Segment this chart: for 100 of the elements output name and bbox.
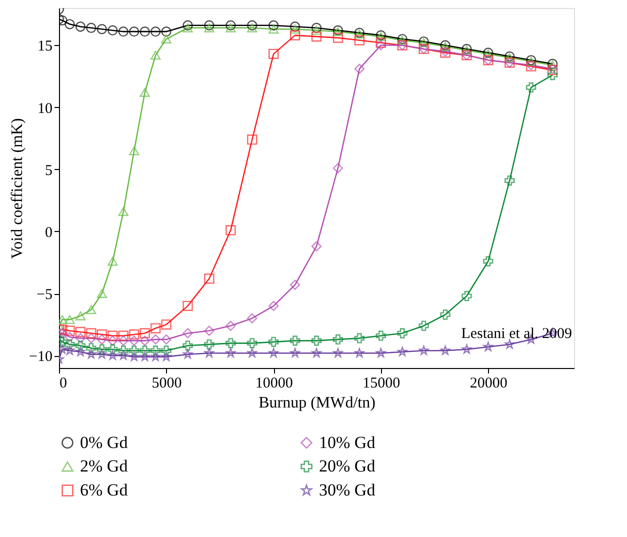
point [204,20,214,30]
point [418,346,429,355]
point [311,241,322,252]
y-tick-label: −10 [29,349,52,366]
point [86,333,96,344]
point [268,48,279,60]
point [161,319,172,330]
point [397,346,408,356]
point [150,26,161,37]
point [204,326,214,336]
point [118,350,128,360]
point [440,310,450,320]
point [290,24,300,34]
point [161,34,172,44]
point [64,332,75,342]
point [333,348,343,358]
point [118,336,128,346]
legend-label: 0% Gd [80,432,128,452]
point [75,22,86,32]
point [247,348,257,358]
point [312,348,322,358]
point [75,311,86,320]
point [182,328,193,338]
point [268,300,279,312]
point [161,334,172,345]
point [108,330,118,341]
x-tick-label: 10000 [255,376,293,392]
point [204,339,214,350]
point [226,348,236,358]
point [97,349,107,359]
point [354,64,364,74]
point [332,334,344,345]
point [268,336,279,348]
point [462,344,472,354]
legend-label: 10% Gd [319,432,376,452]
point [247,23,258,32]
point [129,26,140,37]
point [332,163,344,174]
x-tick-label: 15000 [362,376,400,392]
x-tick-label: 5000 [152,376,182,392]
legend-label: 30% Gd [319,480,376,500]
point [96,344,107,354]
point [182,340,193,351]
point [354,35,364,46]
point [150,352,160,362]
point [118,330,128,341]
point [268,24,279,34]
point [150,323,161,334]
point [182,23,193,32]
point [526,82,536,93]
point [182,349,193,359]
annotation: Lestani et al. 2009 [461,326,572,342]
point [376,348,386,358]
point [86,349,96,359]
point [376,330,386,341]
point [150,346,161,356]
point [311,26,322,35]
point [59,344,68,354]
point [504,339,514,349]
y-tick-label: −5 [36,287,52,304]
point [182,300,193,312]
point [268,20,279,30]
point [75,333,86,344]
point [354,333,364,344]
point [118,346,128,356]
point [76,346,86,356]
point [161,346,172,356]
point [96,334,107,345]
point [129,336,140,346]
point [483,256,494,266]
point [182,20,193,30]
point [247,338,258,348]
legend-label: 6% Gd [80,480,128,500]
point [108,350,118,360]
point [397,328,408,338]
point [268,348,278,358]
x-tick-label: 20000 [470,376,508,392]
point [64,339,75,350]
point [290,22,300,32]
point [290,280,300,290]
point [129,346,140,356]
point [140,328,150,338]
point [504,175,515,186]
point [118,26,128,37]
point [118,207,128,216]
point [96,289,107,298]
point [354,348,364,358]
point [129,352,139,362]
point [129,329,140,340]
point [64,315,75,324]
point [547,70,558,80]
point [140,352,150,362]
point [376,40,386,50]
point [96,329,107,340]
point [226,320,236,331]
point [86,343,96,354]
point [161,26,172,37]
y-tick-label: 0 [45,224,52,241]
point [150,50,161,60]
point [96,24,107,34]
